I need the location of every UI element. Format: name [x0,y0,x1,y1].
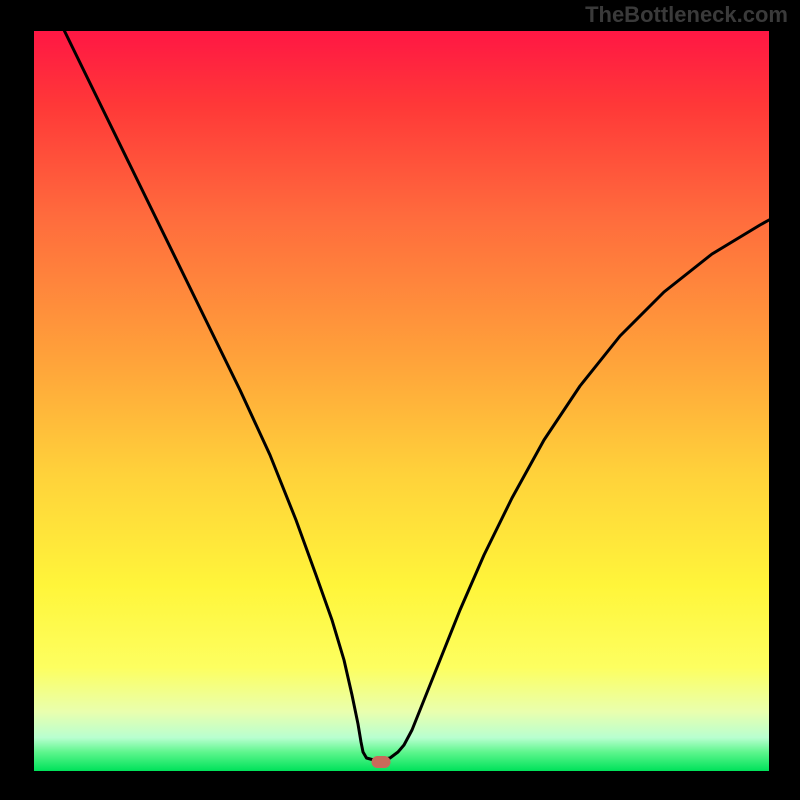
gradient-background [34,31,769,771]
chart-frame: TheBottleneck.com [0,0,800,800]
optimum-marker [372,756,391,768]
bottleneck-chart [0,0,800,800]
attribution-text: TheBottleneck.com [585,2,788,28]
